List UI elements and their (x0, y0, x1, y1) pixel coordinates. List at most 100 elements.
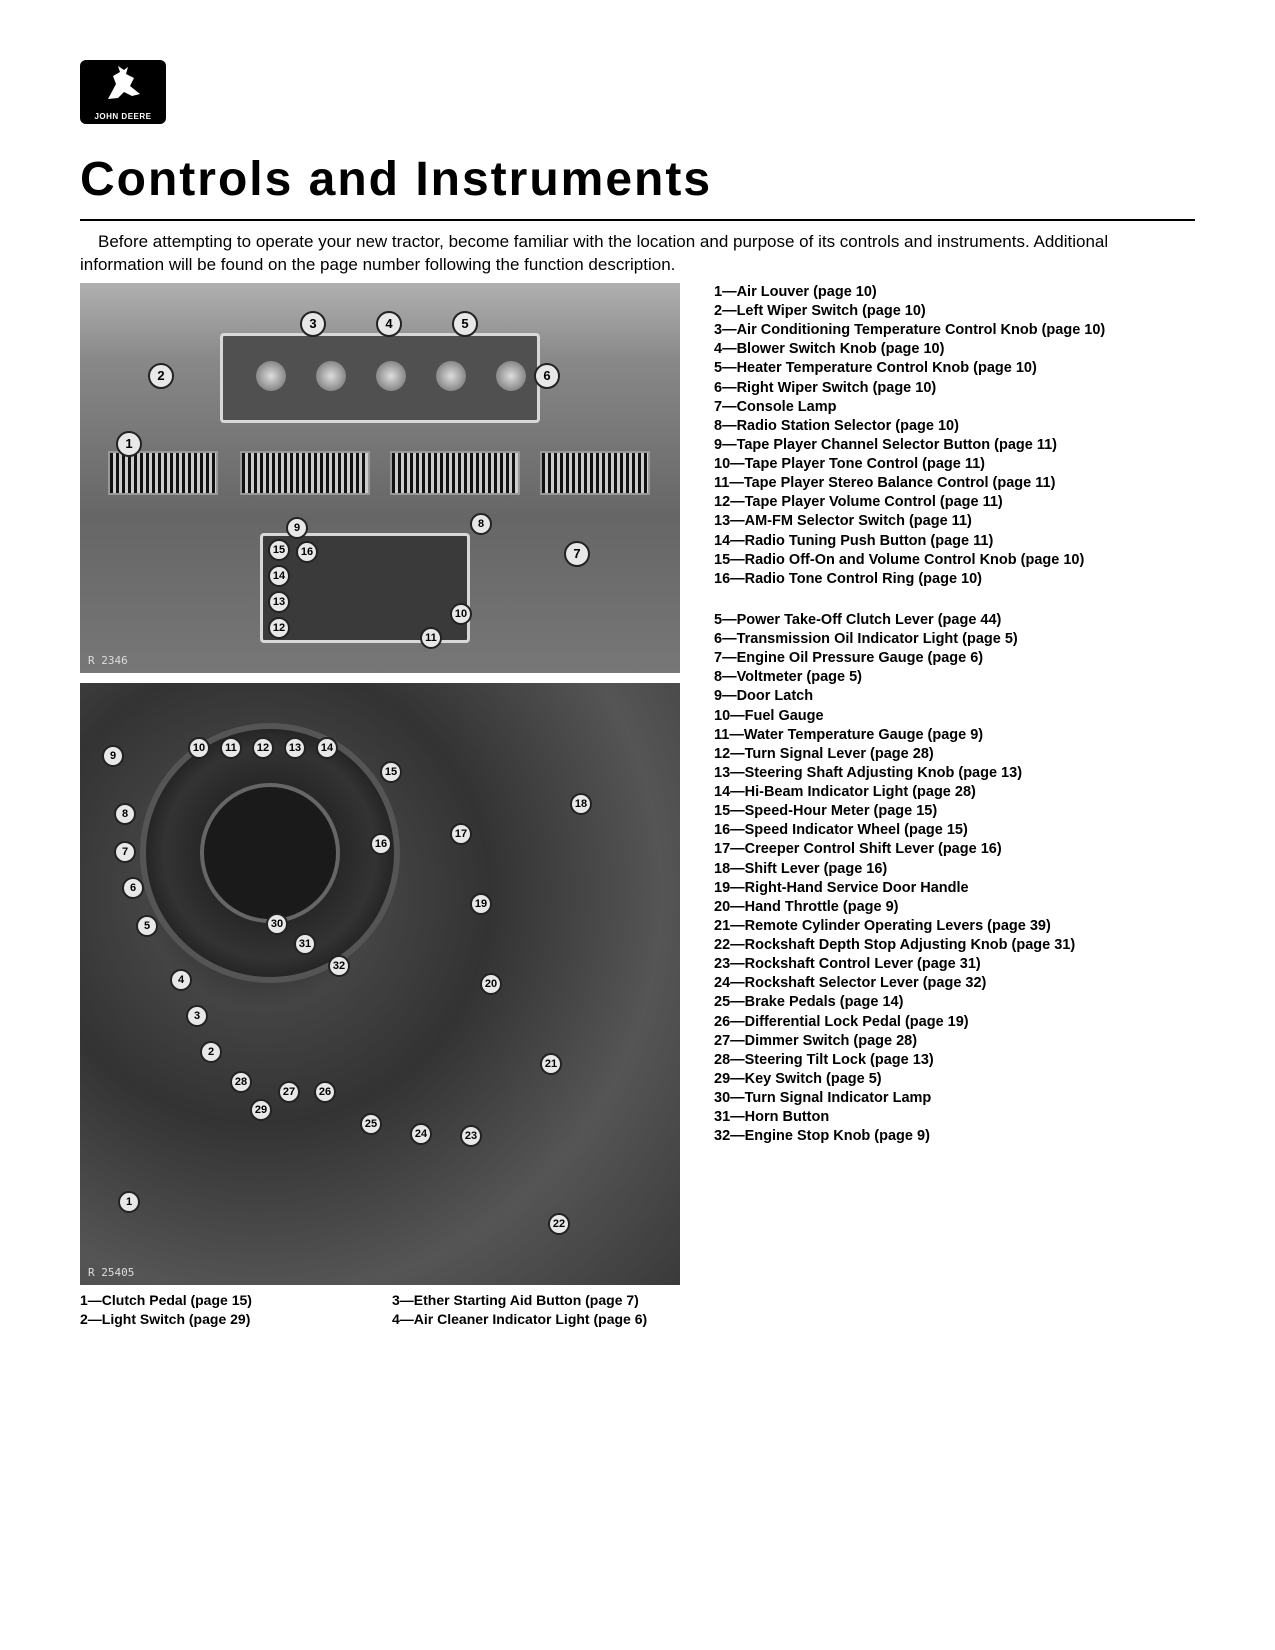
legend-item: 9—Tape Player Channel Selector Button (p… (692, 436, 1195, 455)
title-rule (80, 219, 1195, 221)
callout-22: 22 (548, 1213, 570, 1235)
callout-30: 30 (266, 913, 288, 935)
figure-overhead-console: R 2346 12345678910111213141516 (80, 283, 680, 673)
legend-item: 23—Rockshaft Control Lever (page 31) (692, 955, 1195, 974)
callout-2: 2 (200, 1041, 222, 1063)
legend-item: 5—Power Take-Off Clutch Lever (page 44) (692, 611, 1195, 630)
legend-item: 10—Tape Player Tone Control (page 11) (692, 455, 1195, 474)
deer-icon (98, 64, 148, 109)
legend-item: 12—Turn Signal Lever (page 28) (692, 745, 1195, 764)
legend-item: 15—Speed-Hour Meter (page 15) (692, 802, 1195, 821)
callout-25: 25 (360, 1113, 382, 1135)
callout-8: 8 (114, 803, 136, 825)
legend-item: 17—Creeper Control Shift Lever (page 16) (692, 840, 1195, 859)
callout-8: 8 (470, 513, 492, 535)
legend-item: 26—Differential Lock Pedal (page 19) (692, 1013, 1195, 1032)
legend-item: 10—Fuel Gauge (692, 707, 1195, 726)
intro-paragraph: Before attempting to operate your new tr… (80, 231, 1195, 277)
callout-18: 18 (570, 793, 592, 815)
callout-28: 28 (230, 1071, 252, 1093)
callout-17: 17 (450, 823, 472, 845)
legend-item: 4—Blower Switch Knob (page 10) (692, 340, 1195, 359)
legend-item: 19—Right-Hand Service Door Handle (692, 879, 1195, 898)
callout-5: 5 (452, 311, 478, 337)
callout-7: 7 (114, 841, 136, 863)
callout-15: 15 (380, 761, 402, 783)
callout-1: 1 (118, 1191, 140, 1213)
callout-15: 15 (268, 539, 290, 561)
callout-11: 11 (420, 627, 442, 649)
figure-ref: R 2346 (88, 654, 128, 667)
callout-32: 32 (328, 955, 350, 977)
legend-item: 1—Air Louver (page 10) (692, 283, 1195, 302)
legend-item: 6—Right Wiper Switch (page 10) (692, 379, 1195, 398)
legend-item: 3—Air Conditioning Temperature Control K… (692, 321, 1195, 340)
legend-item: 24—Rockshaft Selector Lever (page 32) (692, 974, 1195, 993)
legend-item: 16—Radio Tone Control Ring (page 10) (692, 570, 1195, 589)
callout-9: 9 (102, 745, 124, 767)
callout-19: 19 (470, 893, 492, 915)
callout-4: 4 (170, 969, 192, 991)
brand-logo: JOHN DEERE (80, 60, 166, 124)
callout-13: 13 (284, 737, 306, 759)
callout-4: 4 (376, 311, 402, 337)
legend-item: 27—Dimmer Switch (page 28) (692, 1032, 1195, 1051)
content-row: R 2346 12345678910111213141516 R 25405 1… (80, 283, 1195, 1329)
figure-ref: R 25405 (88, 1266, 134, 1279)
callout-1: 1 (116, 431, 142, 457)
callout-20: 20 (480, 973, 502, 995)
legend-item: 18—Shift Lever (page 16) (692, 860, 1195, 879)
figure-caption: 2—Light Switch (page 29) (80, 1310, 368, 1329)
legend-item: 16—Speed Indicator Wheel (page 15) (692, 821, 1195, 840)
callout-31: 31 (294, 933, 316, 955)
legend-item: 14—Hi-Beam Indicator Light (page 28) (692, 783, 1195, 802)
callout-9: 9 (286, 517, 308, 539)
callout-21: 21 (540, 1053, 562, 1075)
figure-dashboard: R 25405 12345678910111213141516171819202… (80, 683, 680, 1285)
callout-7: 7 (564, 541, 590, 567)
legend-item: 7—Console Lamp (692, 398, 1195, 417)
callout-14: 14 (316, 737, 338, 759)
figure-caption: 3—Ether Starting Aid Button (page 7) (392, 1291, 680, 1310)
legend-item: 20—Hand Throttle (page 9) (692, 898, 1195, 917)
legend-item: 28—Steering Tilt Lock (page 13) (692, 1051, 1195, 1070)
page-title: Controls and Instruments (80, 152, 1195, 207)
legend-item: 25—Brake Pedals (page 14) (692, 993, 1195, 1012)
legend-column: 1—Air Louver (page 10)2—Left Wiper Switc… (692, 283, 1195, 1329)
callout-13: 13 (268, 591, 290, 613)
callout-29: 29 (250, 1099, 272, 1121)
legend-item: 13—Steering Shaft Adjusting Knob (page 1… (692, 764, 1195, 783)
callout-10: 10 (450, 603, 472, 625)
callout-6: 6 (122, 877, 144, 899)
callout-12: 12 (252, 737, 274, 759)
callout-5: 5 (136, 915, 158, 937)
figure-column: R 2346 12345678910111213141516 R 25405 1… (80, 283, 680, 1329)
figure-caption-row: 1—Clutch Pedal (page 15)2—Light Switch (… (80, 1291, 680, 1329)
figure-caption: 4—Air Cleaner Indicator Light (page 6) (392, 1310, 680, 1329)
legend-item: 15—Radio Off-On and Volume Control Knob … (692, 551, 1195, 570)
callout-3: 3 (186, 1005, 208, 1027)
callout-14: 14 (268, 565, 290, 587)
legend-item: 12—Tape Player Volume Control (page 11) (692, 493, 1195, 512)
legend-item: 9—Door Latch (692, 687, 1195, 706)
callout-2: 2 (148, 363, 174, 389)
legend-item: 32—Engine Stop Knob (page 9) (692, 1127, 1195, 1146)
legend-item: 22—Rockshaft Depth Stop Adjusting Knob (… (692, 936, 1195, 955)
figure-caption: 1—Clutch Pedal (page 15) (80, 1291, 368, 1310)
legend-item: 31—Horn Button (692, 1108, 1195, 1127)
legend-item: 5—Heater Temperature Control Knob (page … (692, 359, 1195, 378)
callout-27: 27 (278, 1081, 300, 1103)
callout-23: 23 (460, 1125, 482, 1147)
callout-26: 26 (314, 1081, 336, 1103)
legend-item: 13—AM-FM Selector Switch (page 11) (692, 512, 1195, 531)
legend-item: 2—Left Wiper Switch (page 10) (692, 302, 1195, 321)
legend-item: 29—Key Switch (page 5) (692, 1070, 1195, 1089)
callout-16: 16 (370, 833, 392, 855)
legend-item: 11—Tape Player Stereo Balance Control (p… (692, 474, 1195, 493)
legend-item: 8—Radio Station Selector (page 10) (692, 417, 1195, 436)
callout-6: 6 (534, 363, 560, 389)
callout-10: 10 (188, 737, 210, 759)
legend-item: 30—Turn Signal Indicator Lamp (692, 1089, 1195, 1108)
callout-11: 11 (220, 737, 242, 759)
callout-12: 12 (268, 617, 290, 639)
